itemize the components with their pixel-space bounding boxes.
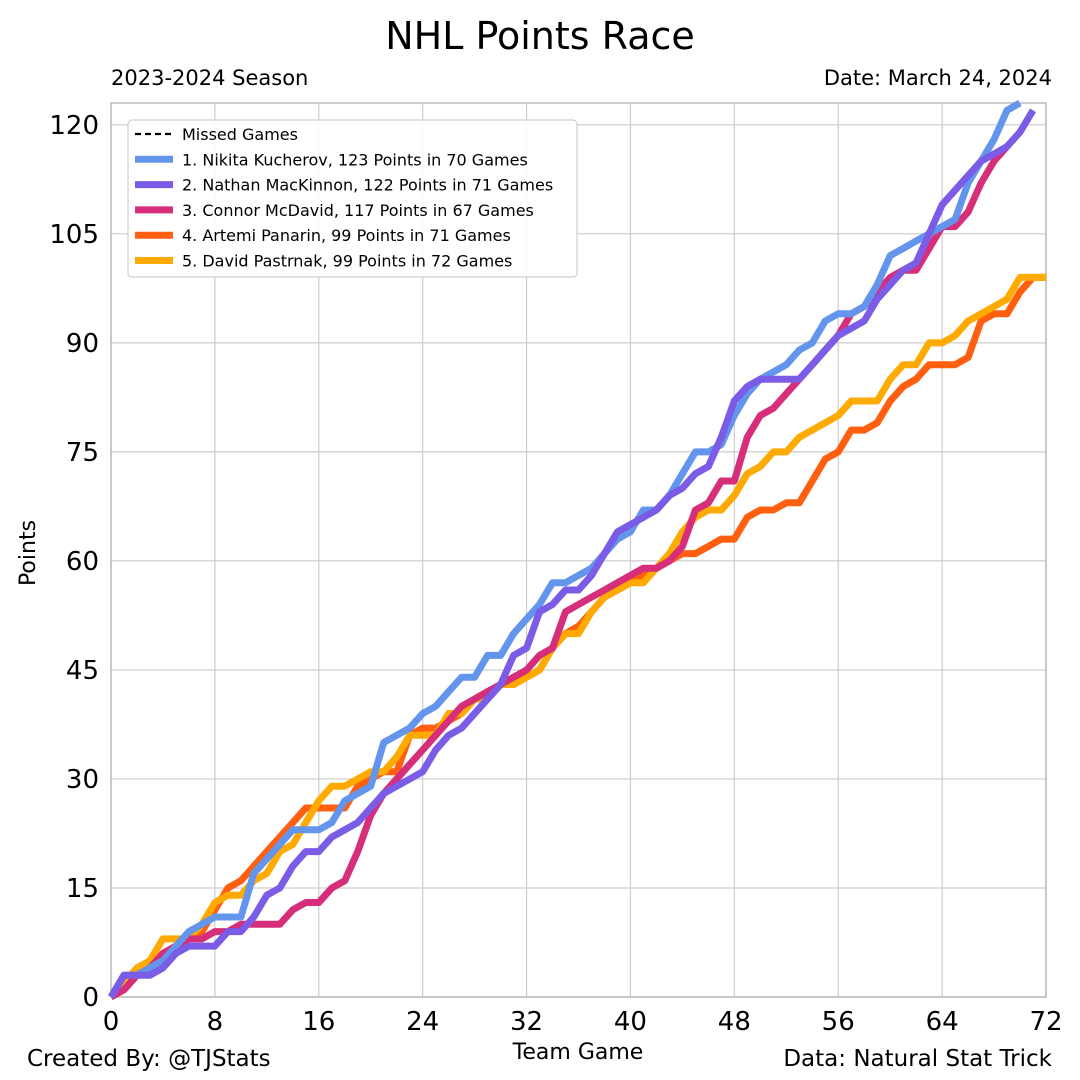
legend-label-5: 5. David Pastrnak, 99 Points in 72 Games [182,252,512,271]
x-tick-label: 56 [822,1007,855,1037]
y-tick-label: 90 [66,329,99,359]
season-subtitle: 2023-2024 Season [111,66,309,90]
x-tick-label: 72 [1029,1007,1062,1037]
y-tick-label: 105 [49,220,99,250]
legend-label-4: 4. Artemi Panarin, 99 Points in 71 Games [182,226,511,245]
legend-label-3: 3. Connor McDavid, 117 Points in 67 Game… [182,201,534,220]
y-tick-label: 75 [66,438,99,468]
series-line-2 [107,108,1037,999]
credit-label: Created By: @TJStats [27,1046,271,1072]
x-tick-label: 8 [207,1007,224,1037]
plot-frame [110,102,1047,998]
x-tick-label: 48 [718,1007,751,1037]
legend-label-missed-games: Missed Games [182,125,298,144]
x-tick-label: 64 [926,1007,959,1037]
x-tick-label: 40 [614,1007,647,1037]
legend-label-1: 1. Nikita Kucherov, 123 Points in 70 Gam… [182,150,528,169]
y-axis-label: Points [16,520,41,586]
legend-box [127,119,578,278]
y-tick-label: 45 [66,656,99,686]
x-tick-label: 32 [510,1007,543,1037]
series-line-4 [109,273,1046,1001]
legend: Missed Games 1. Nikita Kucherov, 123 Poin… [127,119,578,278]
series-line-5 [108,273,1046,1000]
x-tick-label: 24 [406,1007,439,1037]
y-tick-label: 0 [82,983,99,1013]
y-tick-label: 30 [66,765,99,795]
legend-label-2: 2. Nathan MacKinnon, 122 Points in 71 Ga… [182,176,553,195]
chart-title: NHL Points Race [385,14,695,58]
tick-labels: 0 8 16 24 32 40 48 56 64 72 0 15 30 45 60 75 90 105 120 [49,111,1062,1037]
y-tick-label: 60 [66,547,99,577]
source-label: Data: Natural Stat Trick [783,1046,1052,1072]
axes [110,102,1047,998]
series-lines [107,99,1046,1001]
y-tick-label: 120 [49,111,99,141]
series-line-1 [107,99,1022,999]
x-tick-label: 16 [302,1007,335,1037]
x-tick-label: 0 [103,1007,120,1037]
date-label: Date: March 24, 2024 [823,66,1052,90]
x-axis-label: Team Game [512,1040,644,1065]
y-tick-label: 15 [66,874,99,904]
